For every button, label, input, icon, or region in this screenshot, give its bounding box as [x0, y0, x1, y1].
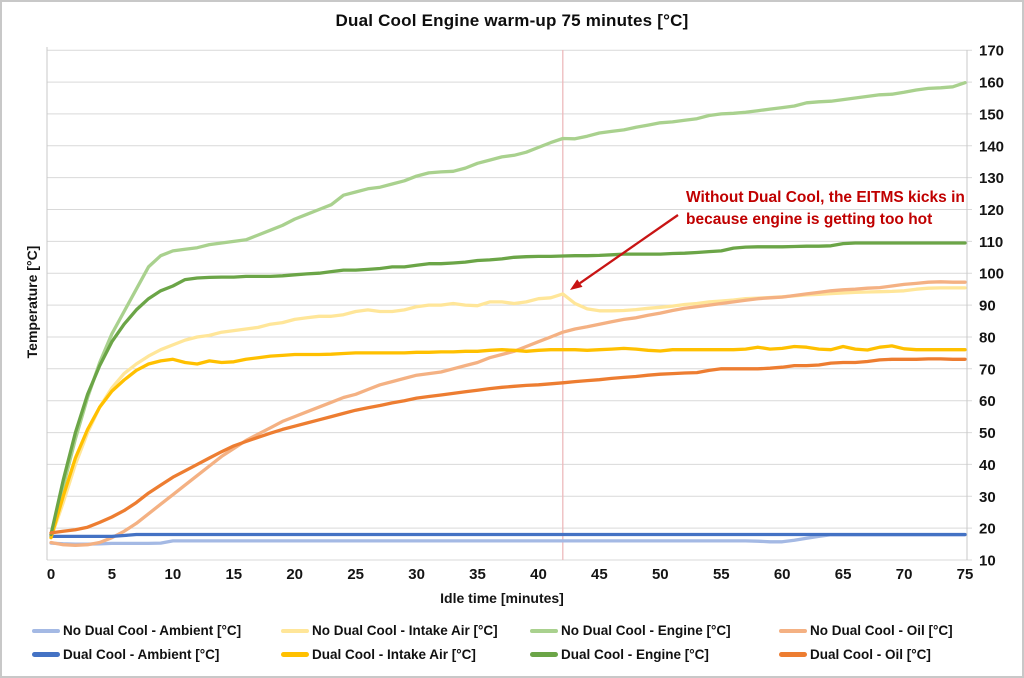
- legend-swatch-dual-cool-engine: [530, 652, 558, 657]
- x-tick-label: 75: [957, 566, 974, 583]
- legend-item-no-dual-cool-oil: No Dual Cool - Oil [°C]: [779, 619, 1022, 643]
- legend-label: No Dual Cool - Oil [°C]: [810, 623, 953, 639]
- legend-label: Dual Cool - Oil [°C]: [810, 646, 931, 662]
- y-tick-label: 90: [979, 298, 996, 315]
- legend-swatch-dual-cool-intake-air: [281, 652, 309, 657]
- y-tick-label: 150: [979, 106, 1004, 123]
- legend-item-dual-cool-ambient: Dual Cool - Ambient [°C]: [32, 643, 281, 667]
- legend-item-no-dual-cool-intake-air: No Dual Cool - Intake Air [°C]: [281, 619, 530, 643]
- legend-swatch-dual-cool-ambient: [32, 652, 60, 657]
- y-tick-label: 140: [979, 138, 1004, 155]
- legend-swatch-no-dual-cool-ambient: [32, 628, 60, 633]
- legend-label: Dual Cool - Ambient [°C]: [63, 646, 220, 662]
- annotation-arrowhead: [570, 279, 583, 290]
- x-tick-label: 60: [774, 566, 791, 583]
- legend-swatch-no-dual-cool-engine: [530, 628, 558, 633]
- x-tick-label: 55: [713, 566, 730, 583]
- y-tick-label: 10: [979, 553, 996, 570]
- series-line-dual-cool-oil: [49, 357, 967, 535]
- series-line-no-dual-cool-engine: [49, 81, 967, 537]
- annotation-text: Without Dual Cool, the EITMS kicks in be…: [686, 187, 1006, 230]
- x-tick-label: 10: [165, 566, 182, 583]
- y-tick-label: 70: [979, 361, 996, 378]
- legend-swatch-dual-cool-oil: [779, 652, 807, 657]
- x-tick-label: 70: [896, 566, 913, 583]
- series-line-dual-cool-engine: [49, 241, 967, 537]
- y-tick-label: 30: [979, 489, 996, 506]
- series-line-dual-cool-ambient: [49, 532, 967, 539]
- annotation-arrow: [579, 214, 679, 285]
- x-tick-label: 65: [835, 566, 852, 583]
- legend-label: No Dual Cool - Intake Air [°C]: [312, 623, 498, 639]
- y-tick-label: 40: [979, 457, 996, 474]
- legend-label: Dual Cool - Intake Air [°C]: [312, 646, 476, 662]
- y-tick-label: 50: [979, 425, 996, 442]
- y-tick-label: 110: [979, 234, 1003, 251]
- legend-item-no-dual-cool-engine: No Dual Cool - Engine [°C]: [530, 619, 779, 643]
- legend-label: Dual Cool - Engine [°C]: [561, 646, 709, 662]
- legend-label: No Dual Cool - Engine [°C]: [561, 623, 731, 639]
- x-tick-label: 20: [286, 566, 303, 583]
- x-tick-label: 40: [530, 566, 547, 583]
- annotation-line-2: because engine is getting too hot: [686, 210, 933, 228]
- legend: No Dual Cool - Ambient [°C] No Dual Cool …: [32, 619, 1022, 667]
- legend-item-dual-cool-intake-air: Dual Cool - Intake Air [°C]: [281, 643, 530, 667]
- y-tick-label: 20: [979, 521, 996, 538]
- annotation-line-1: Without Dual Cool, the EITMS kicks in: [686, 189, 965, 206]
- x-axis-title: Idle time [minutes]: [440, 590, 564, 606]
- y-tick-label: 120: [979, 202, 1004, 219]
- x-tick-label: 25: [347, 566, 364, 583]
- legend-label: No Dual Cool - Ambient [°C]: [63, 623, 242, 639]
- y-tick-label: 100: [979, 266, 1004, 283]
- y-tick-label: 170: [979, 43, 1004, 60]
- series-line-no-dual-cool-intake-air: [49, 286, 967, 540]
- x-tick-label: 30: [408, 566, 425, 583]
- series-line-dual-cool-intake-air: [49, 344, 967, 540]
- x-tick-label: 5: [108, 566, 116, 583]
- x-tick-label: 15: [225, 566, 242, 583]
- legend-item-dual-cool-engine: Dual Cool - Engine [°C]: [530, 643, 779, 667]
- x-tick-label: 45: [591, 566, 608, 583]
- y-tick-label: 130: [979, 170, 1004, 187]
- legend-swatch-no-dual-cool-intake-air: [281, 628, 309, 633]
- y-axis-title: Temperature [°C]: [24, 245, 40, 359]
- series-line-no-dual-cool-ambient: [49, 533, 967, 546]
- chart-title: Dual Cool Engine warm-up 75 minutes [°C]: [335, 11, 689, 30]
- series-line-no-dual-cool-oil: [49, 280, 967, 547]
- x-tick-label: 35: [469, 566, 486, 583]
- x-tick-label: 0: [47, 566, 55, 583]
- legend-item-no-dual-cool-ambient: No Dual Cool - Ambient [°C]: [32, 619, 281, 643]
- y-tick-label: 160: [979, 75, 1004, 92]
- y-tick-label: 80: [979, 330, 996, 347]
- legend-swatch-no-dual-cool-oil: [779, 628, 807, 633]
- y-tick-label: 60: [979, 393, 996, 410]
- legend-item-dual-cool-oil: Dual Cool - Oil [°C]: [779, 643, 1022, 667]
- x-tick-label: 50: [652, 566, 669, 583]
